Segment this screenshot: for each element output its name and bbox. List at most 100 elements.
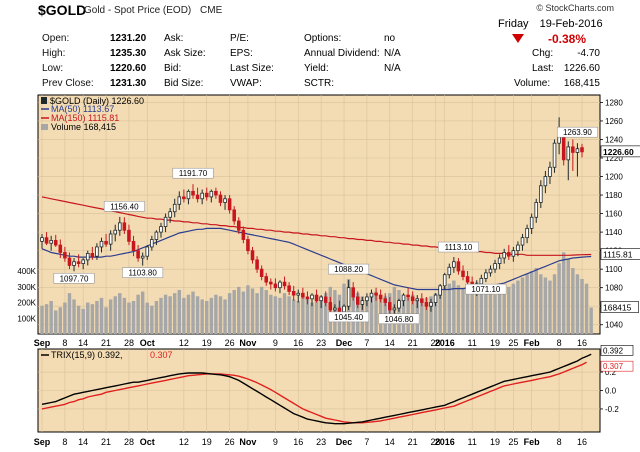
- chg-value: -4.70: [577, 48, 600, 59]
- candle-body: [397, 300, 401, 309]
- trix-x-tick-label: 8: [557, 437, 562, 447]
- volume-bar: [136, 294, 140, 334]
- candle-body: [525, 227, 529, 239]
- candle-body: [571, 146, 575, 153]
- open-value: 1231.20: [110, 33, 147, 44]
- x-tick-label: 9: [273, 338, 278, 348]
- volume-bar: [525, 274, 529, 334]
- volume-bar: [250, 288, 255, 334]
- candle-body: [497, 257, 502, 264]
- annotation-box: [465, 283, 507, 295]
- trix-gridlines: [38, 349, 600, 432]
- trix-x-tick-label: 8: [62, 437, 67, 447]
- price-gridlines: [38, 95, 600, 334]
- volume-bar: [209, 297, 214, 334]
- candle-body: [323, 296, 328, 303]
- candle-body: [543, 176, 548, 187]
- volume-bar: [131, 301, 136, 334]
- candle-body: [81, 259, 85, 264]
- x-tick-label: 21: [101, 338, 111, 348]
- open-row: Open: 1231.20: [42, 33, 146, 44]
- annotation-box: [53, 273, 95, 284]
- candle-body: [580, 147, 584, 153]
- candle-body: [548, 166, 552, 177]
- price-tick-label: 1180: [605, 191, 623, 200]
- high-row: High: 1235.30: [42, 48, 146, 59]
- volume-bar: [150, 305, 154, 334]
- low-value: 1220.60: [110, 63, 147, 74]
- volume-bar: [191, 291, 195, 334]
- yield-value: N/A: [384, 63, 401, 74]
- volume-bar: [44, 304, 49, 334]
- volume-bar: [63, 302, 67, 334]
- candle-body: [365, 296, 369, 302]
- candle-body: [378, 294, 383, 300]
- x-tick-label: Oct: [140, 338, 155, 348]
- candle-body: [122, 222, 127, 231]
- annual-dividend-value: N/A: [384, 48, 401, 59]
- trix-signal-line: [41, 361, 587, 424]
- volume-bar: [154, 301, 159, 334]
- volume-bar: [118, 293, 122, 334]
- candle-body: [479, 278, 484, 285]
- candle-body: [337, 307, 342, 313]
- trix-x-tick-label: 14: [385, 437, 395, 447]
- volume-bar: [319, 296, 323, 334]
- right-label-text: 1226.60: [603, 147, 634, 157]
- volume-bar: [502, 288, 506, 334]
- ask-label: Ask:: [164, 33, 184, 44]
- candle-body: [191, 190, 195, 196]
- candle-body: [465, 276, 470, 283]
- volume-bar: [104, 307, 108, 334]
- stockcharts-credit[interactable]: © StockCharts.com: [536, 3, 614, 13]
- candle-body: [278, 281, 282, 289]
- trix-x-tick-label: 21: [408, 437, 418, 447]
- volume-bar: [324, 293, 328, 334]
- x-tick-label: 7: [364, 338, 369, 348]
- candle-body: [502, 252, 506, 259]
- last-size-label: Last Size:: [230, 63, 274, 74]
- annotation-label: 1263.90: [563, 128, 592, 137]
- candle-body: [72, 261, 76, 266]
- candle-body: [200, 192, 204, 200]
- candle-body: [456, 261, 461, 272]
- candle-body: [575, 148, 580, 153]
- annotation-box: [328, 311, 370, 323]
- candle-body: [410, 296, 415, 302]
- annotation-box: [556, 126, 598, 138]
- x-tick-label: Dec: [336, 338, 353, 348]
- volume-bar: [310, 302, 314, 334]
- candle-body: [177, 196, 182, 205]
- candle-body: [301, 292, 305, 298]
- trix-legend: TRIX(15,9) 0.392, 0.307: [41, 350, 173, 360]
- options-label: Options:: [304, 33, 342, 44]
- price-tick-label: 1040: [605, 321, 623, 330]
- x-tick-label: 16: [293, 338, 303, 348]
- candle-body: [447, 266, 452, 276]
- x-tick-label: 11: [467, 338, 476, 348]
- annotation-label: 1097.70: [60, 274, 89, 283]
- trix-right-label-text: 0.392: [603, 346, 624, 355]
- trix-x-tick-label: 9: [273, 437, 278, 447]
- volume-tick-label: 100K: [17, 314, 36, 323]
- candle-body: [99, 240, 104, 248]
- volume-bar: [90, 304, 95, 334]
- candle-body: [305, 296, 310, 300]
- candle-body: [493, 263, 497, 270]
- candle-body: [118, 222, 122, 231]
- price-tick-label: 1260: [605, 117, 623, 126]
- price-right-labels: 1226.60 1115.81 168415: [600, 145, 640, 313]
- candle-body: [529, 216, 534, 229]
- annotation-label: 1113.10: [445, 243, 473, 252]
- volume-bar: [452, 280, 456, 334]
- volume-bar: [108, 299, 113, 334]
- candle-body: [433, 294, 438, 303]
- annotation-box: [378, 313, 420, 325]
- ask-size-label: Ask Size:: [164, 48, 206, 59]
- sctr-label: SCTR:: [304, 78, 334, 89]
- candle-body: [85, 253, 90, 261]
- x-tick-label: Feb: [524, 338, 541, 348]
- volume-bar: [255, 293, 259, 334]
- candle-body: [63, 252, 67, 259]
